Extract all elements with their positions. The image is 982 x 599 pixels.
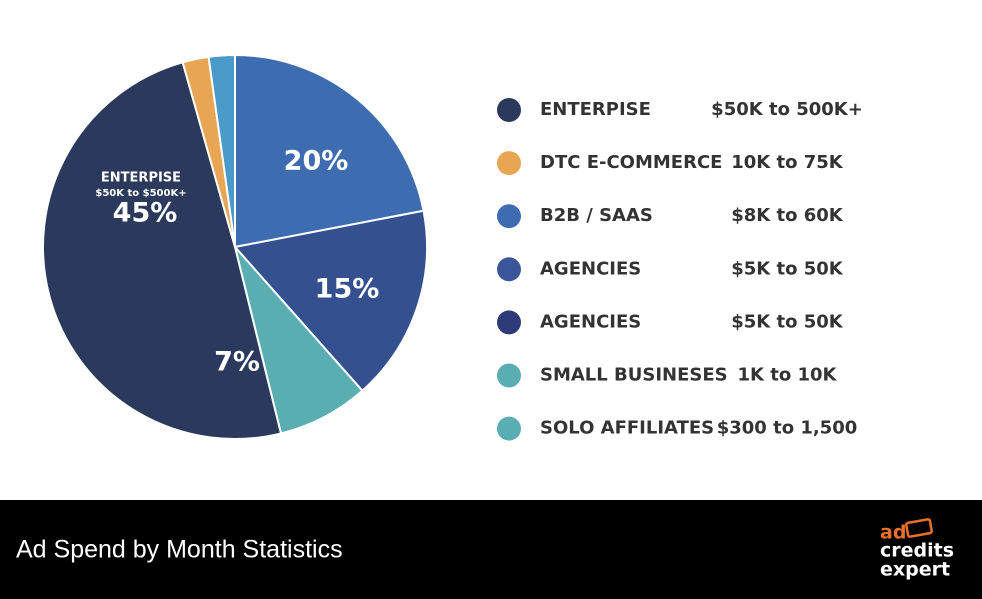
caption-bar: [0, 500, 982, 599]
logo-icon: [905, 518, 933, 538]
pie-slice: [42, 61, 283, 441]
pie-slice: [234, 53, 425, 249]
slice-label: 7%: [214, 347, 260, 378]
legend-marker: [497, 98, 521, 122]
legend-marker: [497, 151, 521, 176]
legend-name: SMALL BUSINESES: [540, 365, 728, 386]
slice-annotation: ENTERPISE: [101, 171, 181, 186]
legend-range: $300 to 1,500: [717, 418, 858, 439]
legend-range: $5K to 50K: [731, 311, 844, 332]
legend-name: ENTERPISE: [540, 99, 651, 120]
legend-range: 10K to 75K: [731, 152, 844, 173]
legend-name: AGENCIES: [540, 258, 641, 279]
caption: Ad Spend by Month Statistics: [16, 536, 343, 564]
legend-range: $8K to 60K: [731, 205, 844, 226]
legend-marker: [497, 363, 521, 388]
pie-slice: [233, 209, 428, 393]
legend-marker: [497, 310, 521, 335]
legend-name: AGENCIES: [540, 311, 641, 332]
logo-line: credits: [880, 540, 954, 562]
slice-label: 15%: [315, 274, 380, 305]
slice-annotation: $50K to $500K+: [95, 188, 186, 199]
slice-label: 45%: [113, 198, 178, 229]
slice-label: 20%: [284, 146, 349, 177]
legend-range: $50K to 500K+: [711, 99, 863, 120]
pie-slice: [234, 246, 364, 435]
legend-marker: [497, 416, 521, 441]
legend-marker: [497, 257, 521, 282]
legend-marker: [497, 204, 521, 229]
legend-range: 1K to 10K: [738, 365, 838, 386]
logo-line: ad: [880, 522, 906, 544]
legend-range: $5K to 50K: [731, 258, 844, 279]
logo: ad credits expert: [880, 518, 954, 581]
legend-name: DTC E-COMMERCE: [540, 152, 722, 173]
legend-name: SOLO AFFILIATES: [540, 418, 714, 439]
pie-slice: [207, 53, 236, 248]
logo-line: expert: [880, 559, 950, 581]
legend-name: B2B / SAAS: [540, 205, 653, 226]
